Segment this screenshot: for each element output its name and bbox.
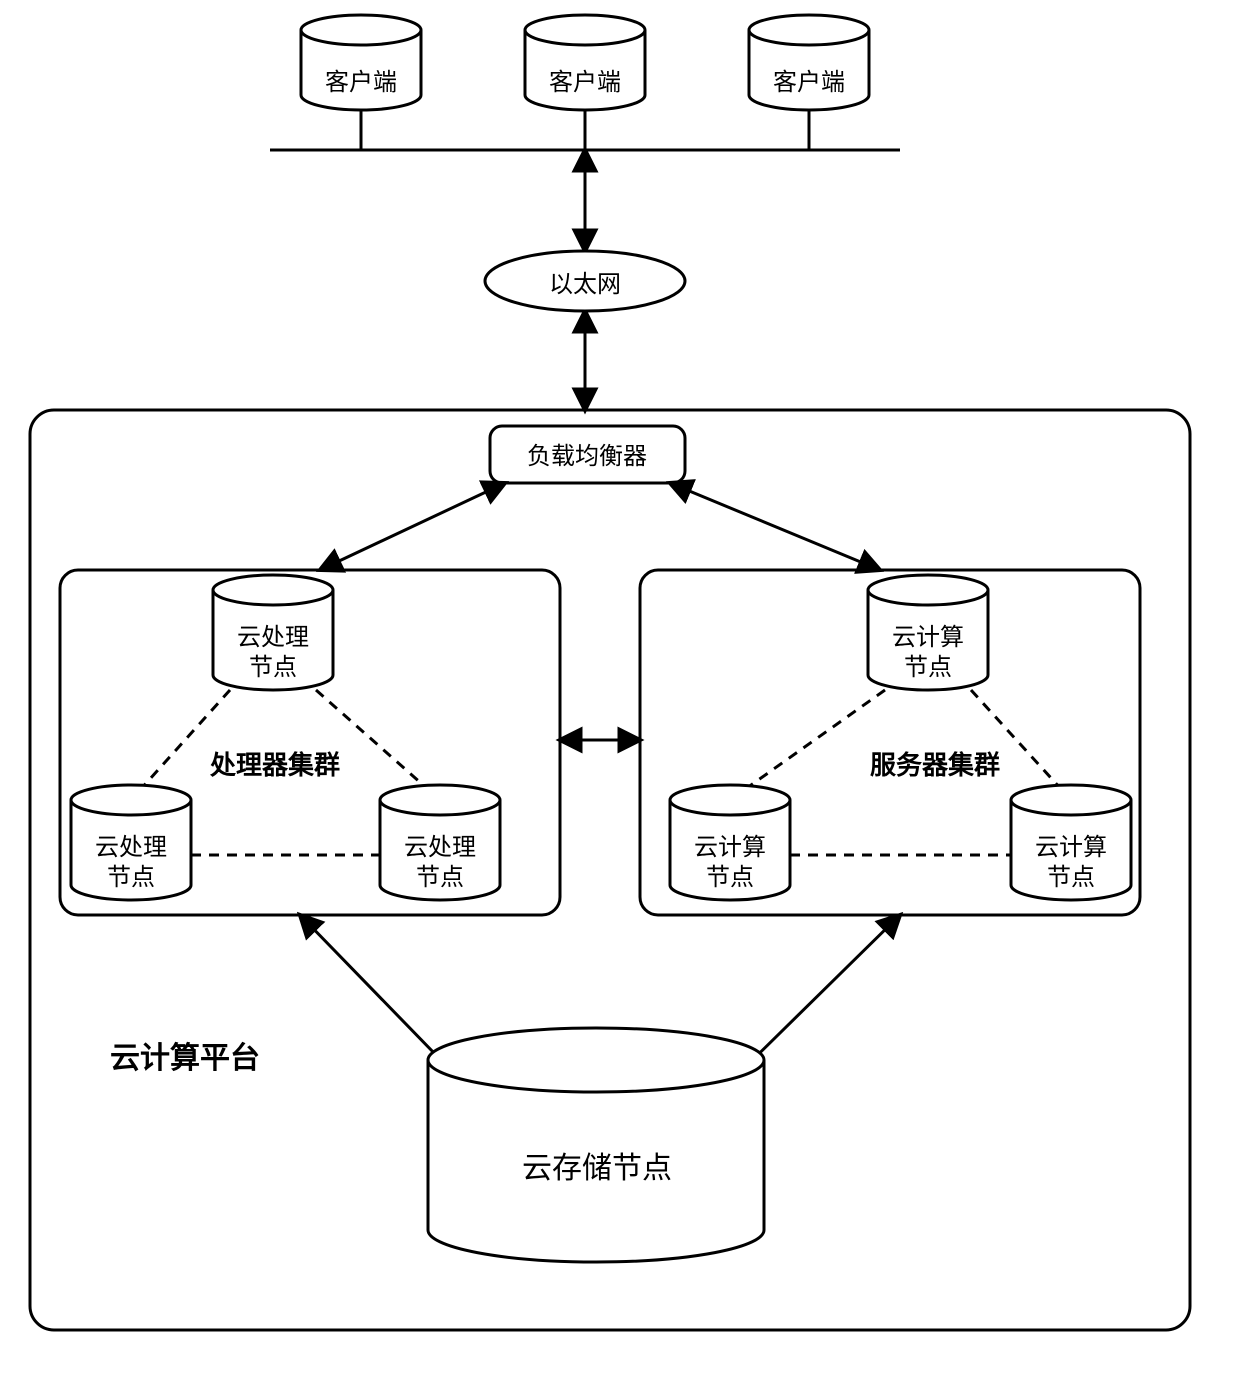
p-t-r — [316, 690, 440, 800]
platform-label-label: 云计算平台 — [110, 1040, 260, 1078]
proc-cluster-label-label: 处理器集群 — [210, 750, 340, 783]
c-t-l — [730, 690, 885, 800]
proc-top-label: 云处理 节点 — [237, 623, 309, 683]
diagram-canvas: 客户端客户端客户端云处理 节点云处理 节点云处理 节点云计算 节点云计算 节点云… — [0, 0, 1240, 1379]
load-balancer-label: 负载均衡器 — [527, 442, 647, 472]
client-2-label: 客户端 — [549, 68, 621, 98]
store-serv — [722, 915, 900, 1090]
lb-serv — [670, 483, 880, 570]
lb-proc — [320, 483, 505, 570]
p-t-l — [131, 690, 230, 800]
serv-cluster-label-label: 服务器集群 — [870, 750, 1000, 783]
c-t-r — [971, 690, 1071, 800]
comp-top-label: 云计算 节点 — [892, 623, 964, 683]
comp-left-label: 云计算 节点 — [694, 833, 766, 893]
proc-left-label: 云处理 节点 — [95, 833, 167, 893]
store-proc — [300, 915, 470, 1090]
proc-right-label: 云处理 节点 — [404, 833, 476, 893]
storage — [428, 1028, 764, 1262]
client-3-label: 客户端 — [773, 68, 845, 98]
platform — [30, 410, 1190, 1330]
ethernet-label: 以太网 — [549, 270, 621, 300]
storage-label: 云存储节点 — [522, 1150, 672, 1188]
comp-right-label: 云计算 节点 — [1035, 833, 1107, 893]
client-1-label: 客户端 — [325, 68, 397, 98]
